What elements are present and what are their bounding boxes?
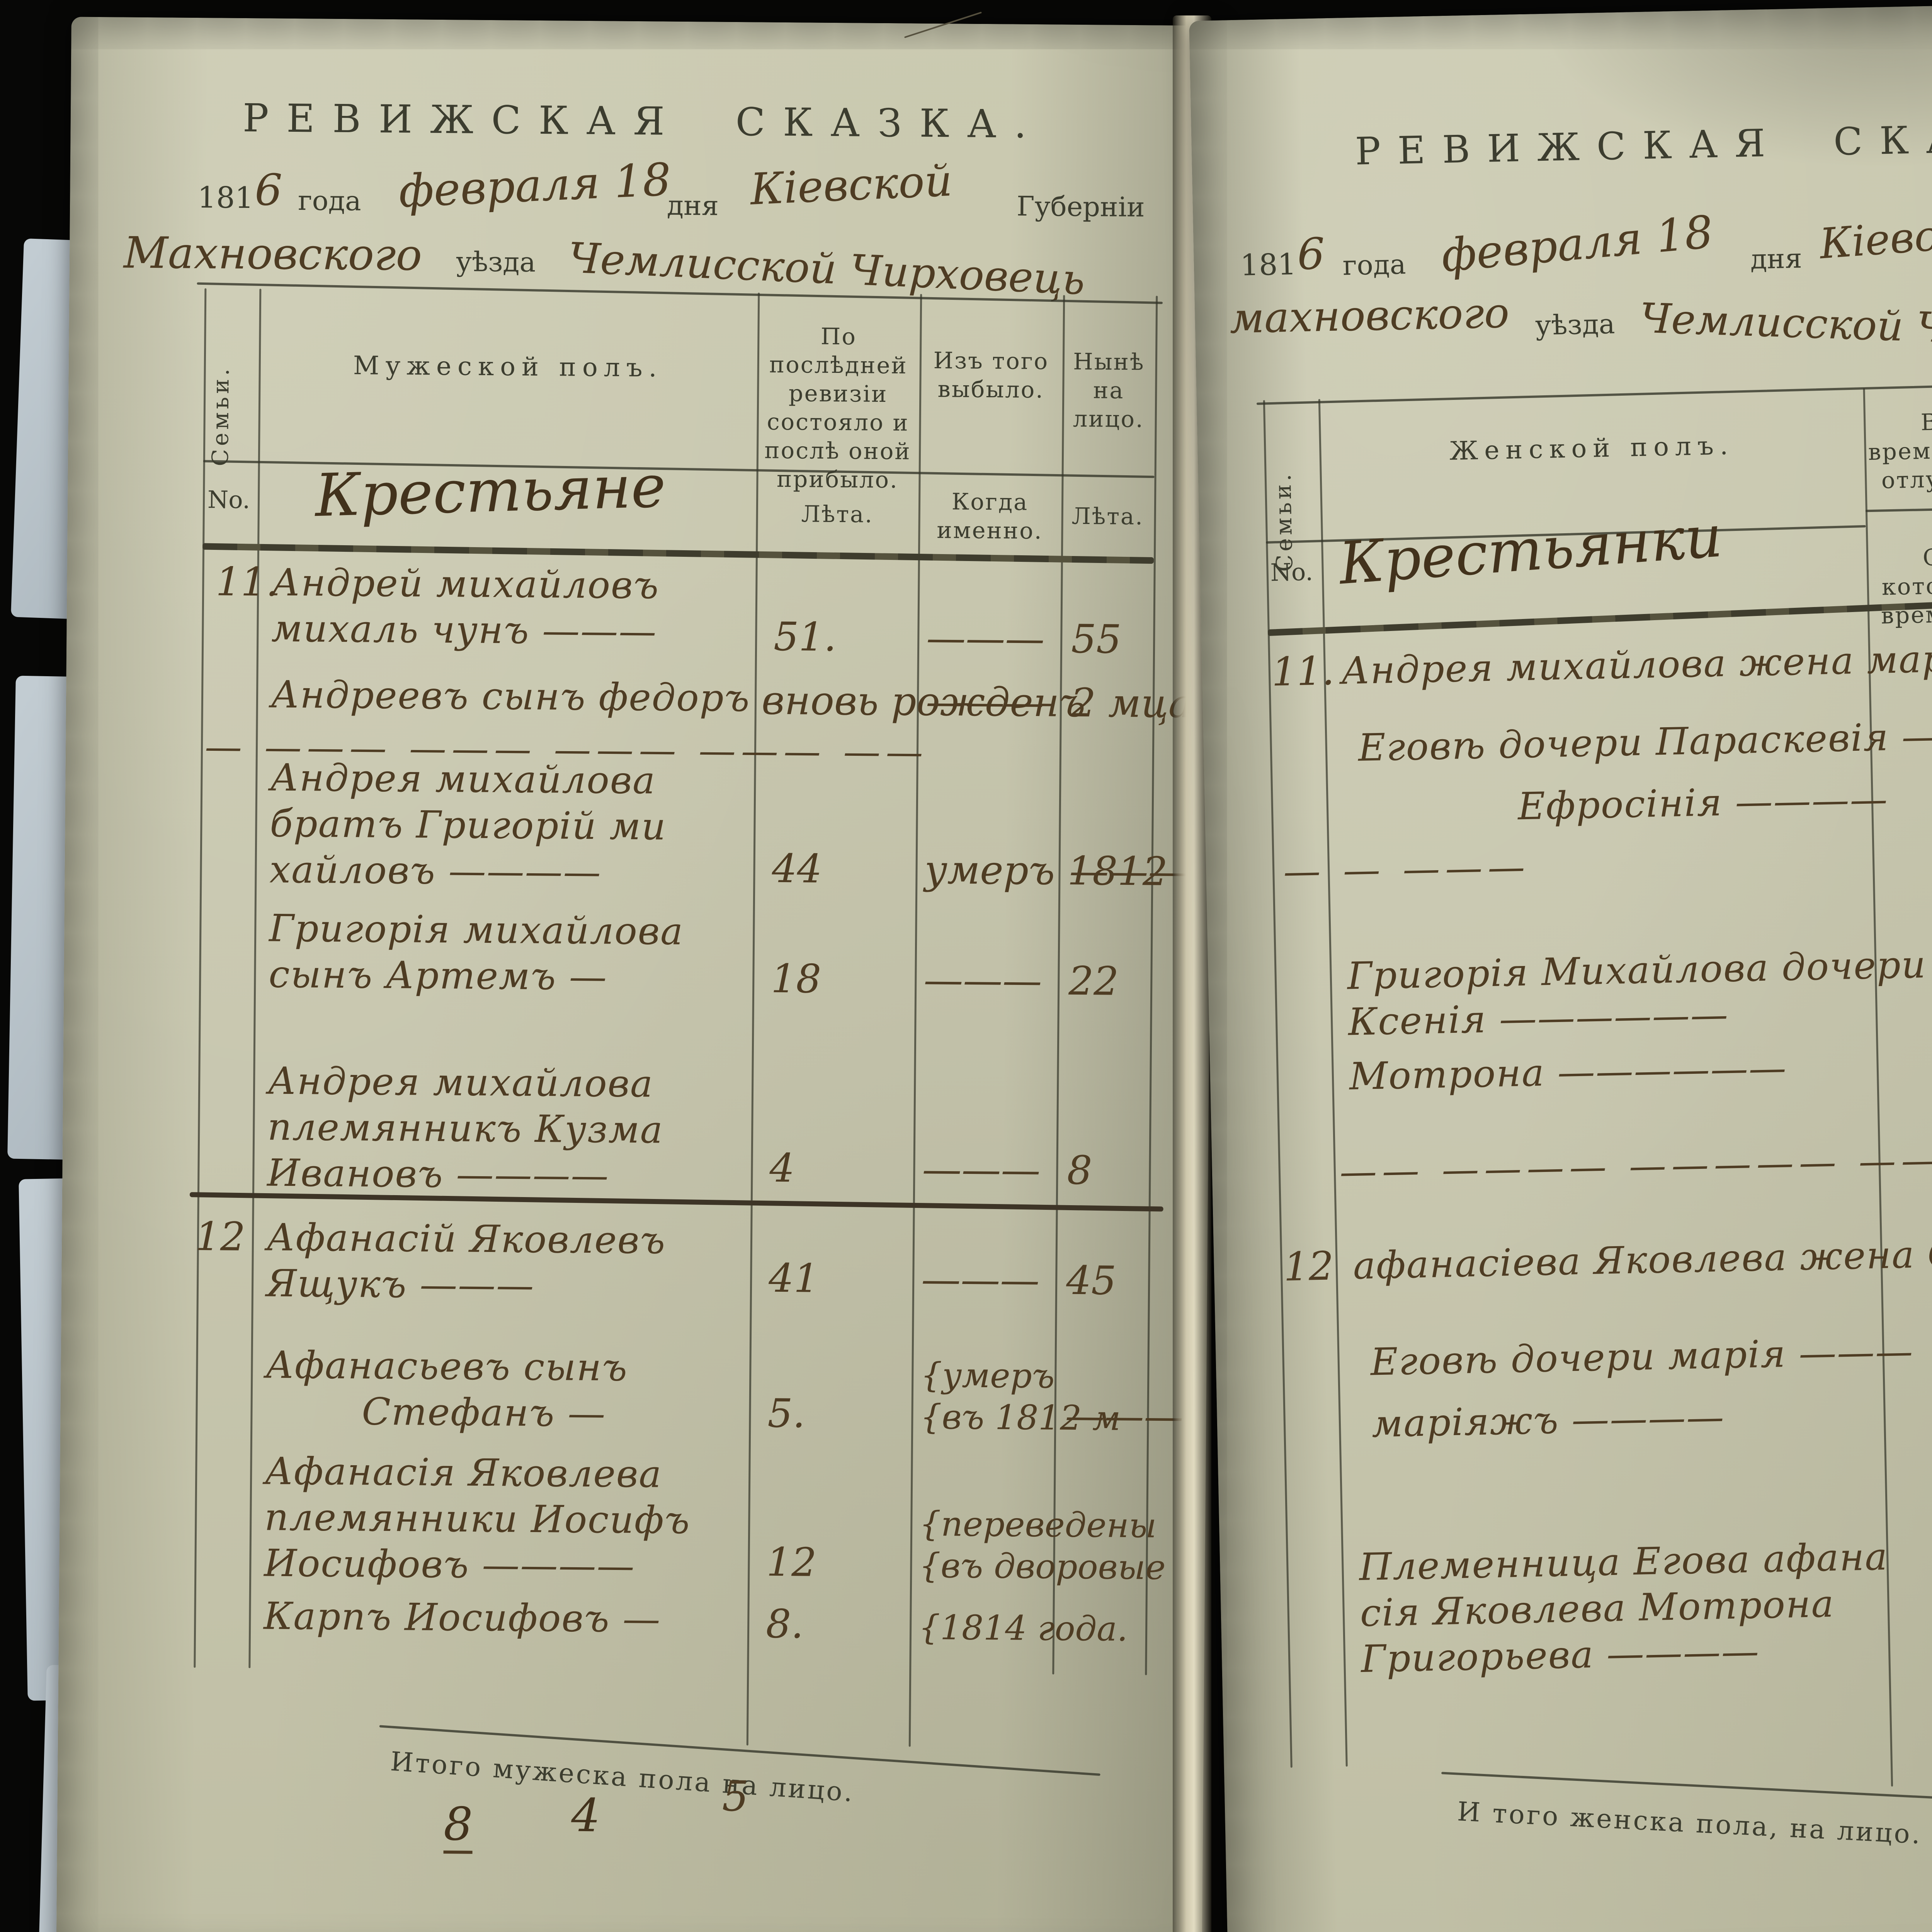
col-family-header: Семьи.	[1269, 471, 1298, 572]
col-revision-header: По послѣдней ревизіи состояло и послѣ он…	[764, 323, 912, 493]
male-total-note: 8	[443, 1797, 473, 1854]
age-now: ———	[1065, 1393, 1184, 1440]
uezd-line: Махновского уѣзда Чемлисской Чирховець	[69, 227, 1216, 321]
page-title: РЕВИЖСКАЯ СКАЗКА.	[1354, 114, 1932, 174]
sub-revision-header: Лѣта.	[801, 500, 874, 528]
age-last-revision: 5.	[767, 1390, 806, 1437]
male-total-value: 5	[722, 1772, 749, 1821]
left-when: ———	[925, 679, 1044, 726]
census-entry: Григорія михайлова сынъ Артемъ — 18 ——— 2…	[268, 906, 1119, 1005]
age-now: 8	[1067, 1147, 1092, 1194]
age-last-revision: 8.	[765, 1601, 804, 1648]
left-when: ———	[921, 1256, 1040, 1304]
family-separator-line	[189, 1192, 1163, 1212]
governorate-word: Губерніи	[1016, 190, 1145, 223]
family-number: 12	[1283, 1243, 1334, 1290]
col-main-header: Женской полъ.	[1449, 430, 1735, 466]
uezd-handwritten: махновского	[1229, 289, 1510, 343]
age-last-revision: 4	[769, 1145, 795, 1192]
family-number: 12	[195, 1214, 246, 1260]
age-now: 22	[1068, 958, 1119, 1005]
governorate-handwritten: Кіевской	[1818, 206, 1932, 269]
age-last-revision: 51.	[773, 614, 837, 661]
sub-away-header: Съ котораго времяни.	[1881, 543, 1932, 629]
uezd-word: уѣзда	[456, 246, 536, 278]
year-handwritten: 6	[1296, 229, 1325, 280]
age-last-revision: 12	[766, 1539, 817, 1586]
sub-left-header: Когда имен­но.	[937, 488, 1043, 544]
year-word: года	[298, 185, 362, 217]
family-number: 11.	[1271, 648, 1335, 696]
census-entry: 11. Андрей михайловъ михаль чунъ ——— 51. …	[215, 559, 1122, 663]
no-label: No.	[1270, 558, 1313, 587]
ruled-dashes: — — ———	[1283, 845, 1531, 893]
year-printed: 181	[1240, 247, 1297, 282]
col-left-header: Изъ того выбыло.	[933, 347, 1049, 403]
right-page: 8 РЕВИЖСКАЯ СКАЗКА. 181 6 года февраля 1…	[1189, 0, 1932, 1932]
day-word: дня	[1750, 242, 1803, 276]
col-now-header: Нынѣ на лицо.	[1073, 348, 1145, 433]
census-entry: 11. Андрея михайлова жена марія ——— 30.	[1271, 634, 1932, 696]
year-printed: 181	[197, 180, 254, 215]
no-label: No.	[207, 485, 250, 514]
left-when: ———	[926, 615, 1045, 662]
uezd-word: уѣзда	[1535, 308, 1616, 342]
age-now: 45	[1066, 1257, 1117, 1304]
uezd-handwritten: Махновского	[123, 228, 422, 281]
col-main-header: Мужеской полъ.	[353, 350, 663, 383]
page-title: РЕВИЖСКАЯ СКАЗКА.	[242, 95, 1044, 147]
female-total-label: И того женска пола, на лицо.	[1456, 1796, 1923, 1850]
census-entry: Андрея михайлова племянникъ Кузма Ивановъ …	[267, 1059, 1092, 1197]
census-entry: 12 Афанасій Яковлевъ Ящукъ ——— 41 ——— 45	[195, 1214, 1117, 1307]
family-number: 11.	[215, 559, 279, 605]
census-entry: Андрея михайлова братъ Григорій ми хайловъ…	[269, 755, 1188, 895]
left-when: ———	[923, 957, 1042, 1004]
year-word: года	[1342, 248, 1406, 282]
sub-now-header: Лѣта.	[1071, 502, 1144, 530]
day-word: дня	[667, 189, 719, 222]
date-handwritten: февраля 18	[1439, 206, 1716, 282]
age-now: ———	[1069, 848, 1188, 895]
ruled-dashes: —— ———— ————— ———	[1339, 1137, 1932, 1194]
male-total-note: 4	[571, 1788, 600, 1842]
col-away-header: Во временной отлучкѣ.	[1868, 408, 1932, 494]
age-last-revision: 18	[770, 956, 821, 1002]
category-handwritten: Крестьяне	[314, 452, 667, 530]
census-entry: 12 афанасіева Яковлева жена Софія —— 32.	[1283, 1228, 1932, 1290]
col-family-header: Семьи.	[207, 365, 234, 466]
left-when: ———	[922, 1146, 1041, 1194]
left-page: РЕВИЖСКАЯ СКАЗКА. 181 6 года февраля 18 …	[56, 17, 1217, 1932]
year-handwritten: 6	[254, 165, 283, 216]
age-last-revision: 44	[772, 845, 822, 892]
place-handwritten: Чемлисской Чирховець	[1639, 294, 1932, 358]
census-entry: Андреевъ сынъ федоръ вновь рожденъ ——— 2…	[270, 672, 1192, 727]
census-entry: Афанасія Яковлева племянники Иосифъ Иосифо…	[264, 1449, 1166, 1588]
age-now: 55	[1071, 616, 1122, 663]
census-entry: Карпъ Иосифовъ — 8. {1814 года.	[263, 1594, 1128, 1649]
age-last-revision: 41	[768, 1255, 819, 1302]
governorate-handwritten: Кіевской	[749, 155, 954, 215]
date-handwritten: февраля 18	[397, 153, 672, 218]
census-entry: Еговѣ дочери Параскевія ——— 18.	[1357, 713, 1932, 770]
census-entry: Племенница Егова афана сія Яковлева Мотро…	[1359, 1534, 1889, 1681]
category-handwritten: Крестьянки	[1337, 503, 1725, 598]
census-entry: Афанасьевъ сынъ Стефанъ — 5. {умеръ {въ 18…	[265, 1343, 1184, 1440]
census-entry: Еговѣ дочери марія ——— 20.	[1370, 1329, 1914, 1384]
